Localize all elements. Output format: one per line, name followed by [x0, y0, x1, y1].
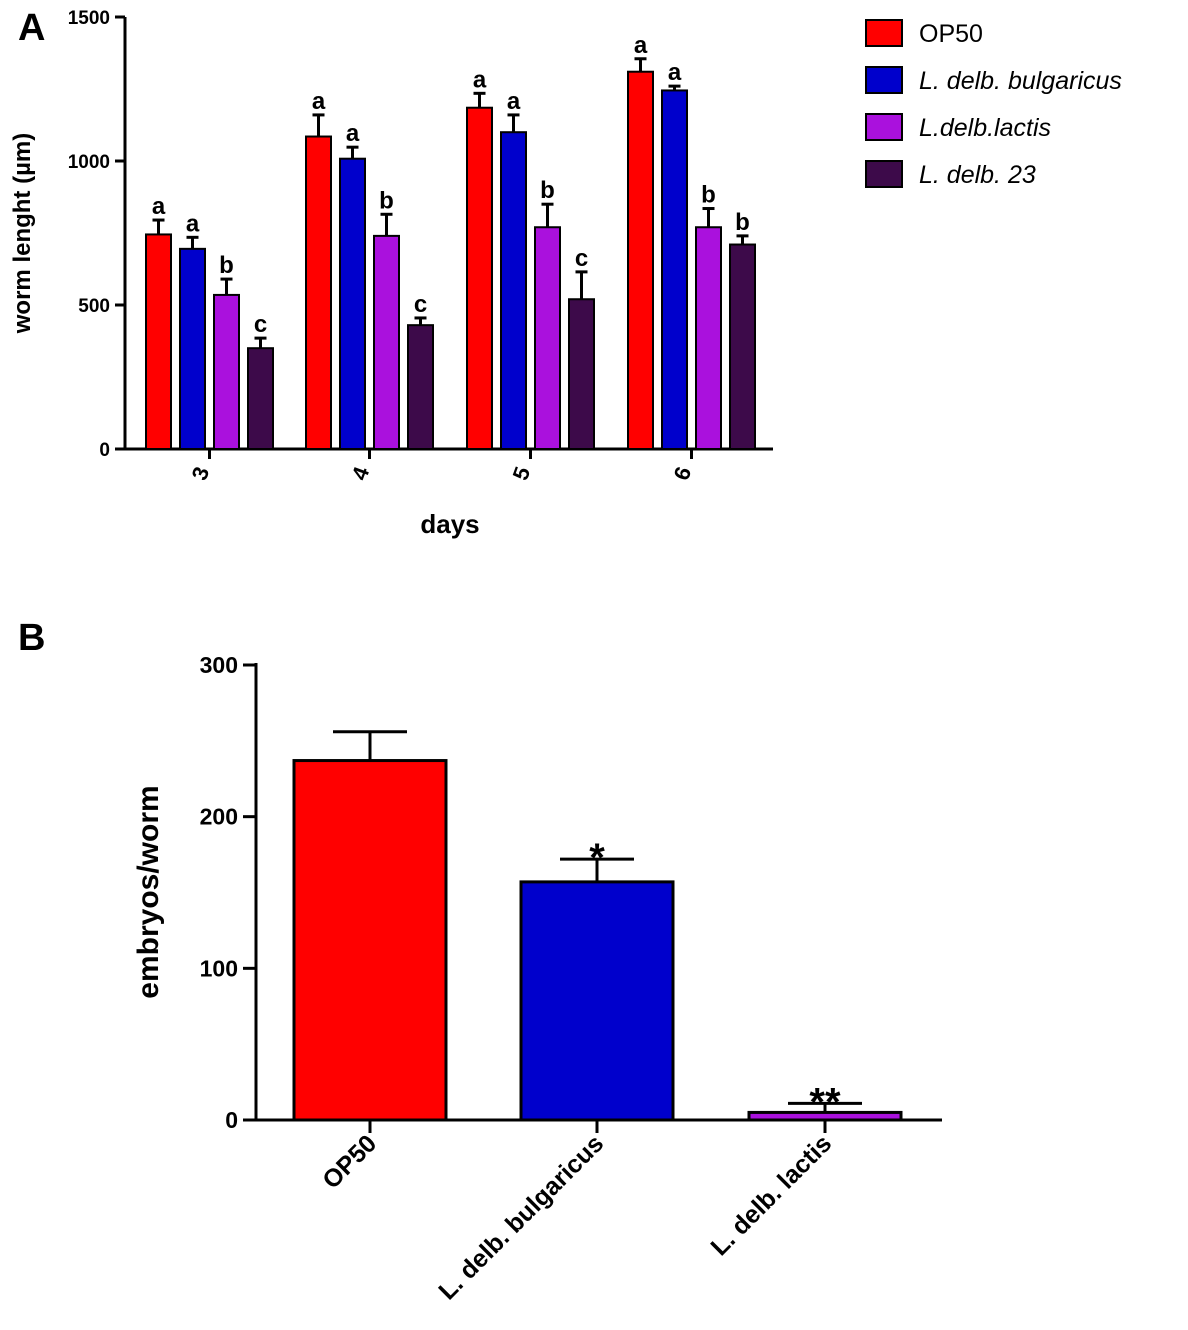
panel-a-bar	[500, 131, 527, 450]
panel-b-significance-mark: *	[589, 836, 605, 880]
panel-a-bar	[179, 247, 206, 450]
panel-a-bar	[661, 89, 688, 450]
panel-a-y-tick-label: 500	[78, 296, 110, 317]
panel-a-significance-letter: a	[473, 66, 487, 93]
panel-a-bar	[627, 70, 654, 450]
panel-a-bar	[339, 157, 366, 450]
panel-a-significance-letter: c	[414, 291, 427, 318]
panel-a-significance-letter: a	[668, 59, 682, 86]
panel-a-significance-letter: b	[379, 187, 394, 214]
panel-b-y-tick-label: 300	[200, 652, 238, 678]
legend-swatch	[865, 66, 903, 94]
panel-b-x-tick-label: OP50	[317, 1129, 382, 1194]
panel-a-letter: A	[18, 7, 45, 49]
panel-a-y-tick-label: 1500	[68, 8, 110, 29]
panel-a-legend: OP50 L. delb. bulgaricus L.delb.lactis L. d…	[865, 19, 1122, 189]
panel-a-y-tick-label: 0	[99, 440, 110, 461]
panel-b-letter: B	[18, 617, 45, 659]
legend-swatch	[865, 113, 903, 141]
panel-a-bar	[373, 234, 400, 450]
legend-label: L. delb. bulgaricus	[919, 67, 1122, 95]
panel-a-x-tick-label: 5	[508, 463, 536, 483]
legend-label: L. delb. 23	[919, 161, 1036, 189]
panel-a-significance-letter: b	[735, 209, 750, 236]
panel-a-x-tick-label: 6	[669, 463, 697, 483]
panel-a-bar	[568, 298, 595, 450]
panel-b-y-label: embryos/worm	[132, 785, 165, 998]
panel-a-bar	[407, 324, 434, 450]
legend-label: L.delb.lactis	[919, 114, 1051, 142]
panel-b-x-ticks: OP50 L. delb. bulgaricus L. delb. lactis	[317, 1120, 837, 1305]
panel-a-significance-letter: a	[312, 88, 326, 115]
panel-a-significance-letter: a	[634, 32, 648, 59]
panel-a-significance-letter: b	[219, 252, 234, 279]
panel-a-significance-letter: a	[507, 88, 521, 115]
panel-a-y-ticks: 0 500 1000 1500	[68, 8, 125, 461]
panel-b-significance-mark: **	[809, 1080, 841, 1124]
panel-a-significance-letter: b	[701, 182, 716, 209]
panel-b-bar	[292, 759, 448, 1122]
panel-a-y-label: worm lenght (µm)	[9, 133, 36, 334]
panel-a-x-tick-label: 4	[347, 463, 375, 484]
panel-a-significance-letter: c	[575, 245, 588, 272]
panel-a-significance-letter: b	[540, 177, 555, 204]
panel-b-bar	[519, 880, 675, 1122]
panel-b-x-tick-label: L. delb. lactis	[705, 1129, 837, 1261]
panel-a-y-tick-label: 1000	[68, 152, 110, 173]
panel-b-bars: ***	[292, 730, 903, 1124]
panel-b-y-tick-label: 200	[200, 804, 238, 830]
panel-a-bar	[213, 293, 240, 451]
legend-swatch	[865, 19, 903, 47]
panel-a-significance-letter: c	[254, 311, 267, 338]
panel-a-bar	[145, 233, 172, 450]
panel-a-x-tick-label: 3	[187, 463, 215, 483]
panel-a-significance-letter: a	[186, 210, 200, 237]
panel-a-x-label: days	[420, 509, 479, 539]
panel-a-significance-letter: a	[346, 120, 360, 147]
panel-a-bar	[466, 106, 493, 450]
panel-a-bar	[729, 243, 756, 450]
panel-a-x-ticks: 3 4 5 6	[187, 449, 697, 484]
panel-a-bar	[247, 347, 274, 451]
panel-b-x-tick-label: L. delb. bulgaricus	[433, 1129, 609, 1305]
legend-label: OP50	[919, 20, 983, 48]
panel-a-bar	[534, 226, 561, 450]
panel-a-significance-letter: a	[152, 193, 166, 220]
panel-b-y-ticks: 0 100 200 300	[200, 652, 256, 1133]
panel-b-y-tick-label: 100	[200, 955, 238, 981]
panel-b-y-tick-label: 0	[225, 1107, 238, 1133]
legend-swatch	[865, 160, 903, 188]
panel-a-bar	[305, 135, 332, 451]
panel-a-bar	[695, 226, 722, 450]
